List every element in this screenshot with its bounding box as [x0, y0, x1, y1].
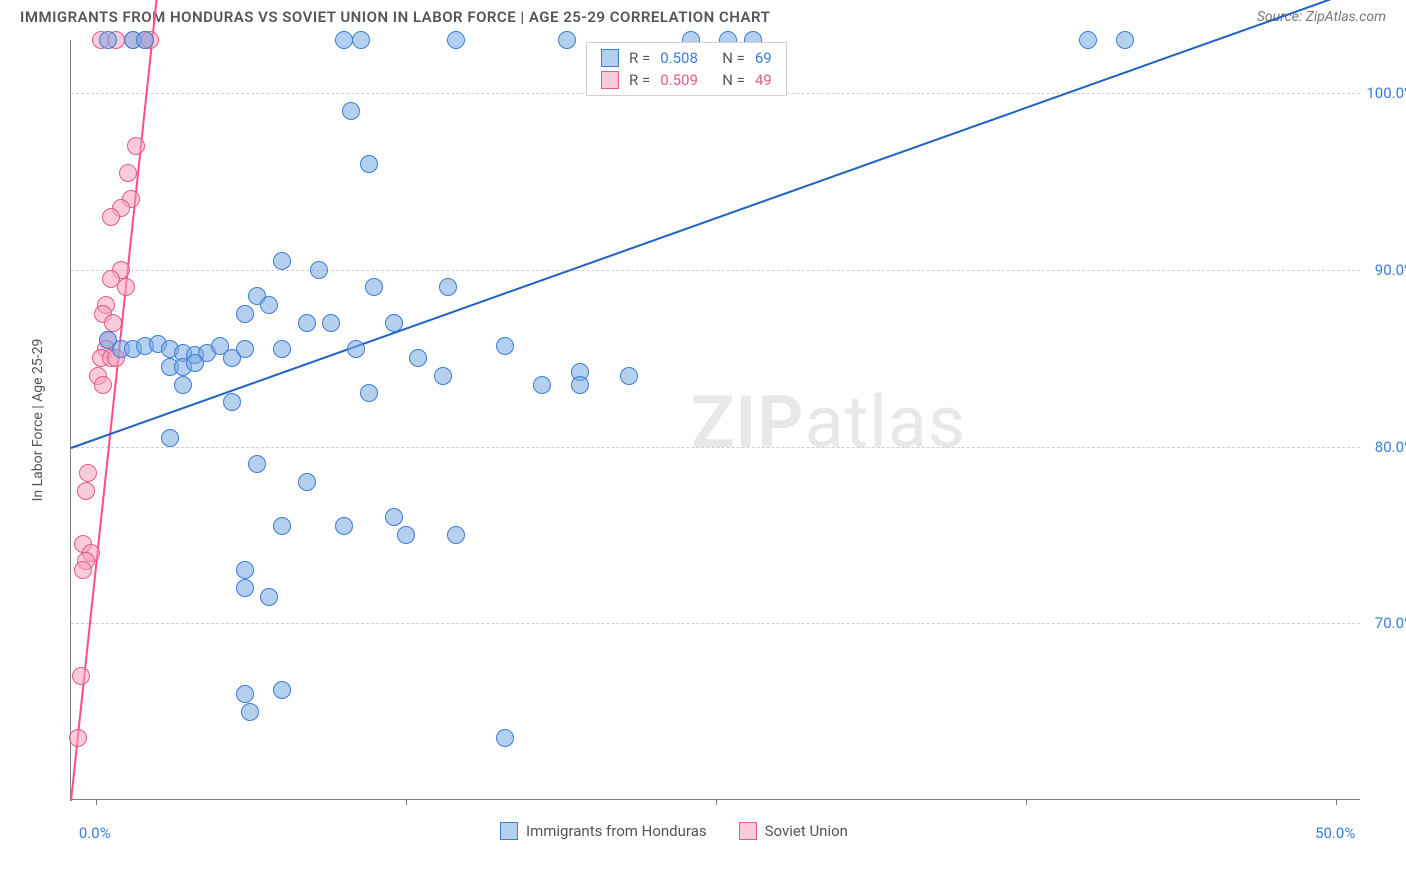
y-tick-label: 90.0% [1375, 261, 1406, 279]
y-tick-label: 80.0% [1375, 438, 1406, 456]
honduras-point [434, 367, 452, 385]
honduras-point [360, 384, 378, 402]
honduras-point [260, 296, 278, 314]
soviet-point [119, 164, 137, 182]
honduras-point [248, 455, 266, 473]
legend-label: Immigrants from Honduras [526, 822, 707, 840]
soviet-point [69, 729, 87, 747]
soviet-point [77, 482, 95, 500]
r-label: R = [629, 71, 650, 89]
honduras-point [273, 340, 291, 358]
n-value: 49 [755, 71, 772, 89]
honduras-point [439, 278, 457, 296]
honduras-point [496, 729, 514, 747]
honduras-point [136, 31, 154, 49]
honduras-point [161, 429, 179, 447]
honduras-point [385, 314, 403, 332]
x-tick-label: 50.0% [1315, 824, 1355, 842]
legend-swatch [739, 822, 757, 840]
correlation-legend: R = 0.508 N = 69 R = 0.509 N = 49 [586, 42, 787, 96]
correlation-legend-row: R = 0.508 N = 69 [601, 49, 772, 67]
watermark-atlas: atlas [804, 380, 966, 465]
honduras-point [1079, 31, 1097, 49]
honduras-point [360, 155, 378, 173]
gridline [71, 447, 1360, 448]
soviet-point [102, 208, 120, 226]
honduras-point [533, 376, 551, 394]
honduras-point [352, 31, 370, 49]
x-tick [716, 799, 717, 805]
honduras-point [241, 703, 259, 721]
honduras-point [397, 526, 415, 544]
soviet-point [117, 278, 135, 296]
honduras-point [347, 340, 365, 358]
honduras-point [99, 31, 117, 49]
soviet-point [72, 667, 90, 685]
honduras-point [385, 508, 403, 526]
watermark-zip: ZIP [691, 380, 804, 465]
y-tick-label: 70.0% [1375, 614, 1406, 632]
r-value: 0.509 [660, 71, 712, 89]
x-tick [406, 799, 407, 805]
r-value: 0.508 [660, 49, 712, 67]
honduras-point [496, 337, 514, 355]
soviet-point [104, 314, 122, 332]
y-axis-label: In Labor Force | Age 25-29 [30, 339, 46, 502]
n-label: N = [722, 49, 745, 67]
honduras-point [236, 340, 254, 358]
honduras-point [273, 252, 291, 270]
honduras-point [223, 393, 241, 411]
x-tick [96, 799, 97, 805]
soviet-point [94, 376, 112, 394]
x-tick [1336, 799, 1337, 805]
honduras-point [298, 473, 316, 491]
honduras-point [273, 681, 291, 699]
chart-header: IMMIGRANTS FROM HONDURAS VS SOVIET UNION… [0, 0, 1406, 30]
honduras-point [236, 305, 254, 323]
gridline [71, 623, 1360, 624]
honduras-point [260, 588, 278, 606]
chart-plot-area: ZIPatlas 100.0%90.0%80.0%70.0% [70, 40, 1360, 800]
n-label: N = [722, 71, 745, 89]
legend-swatch [601, 71, 619, 89]
honduras-point [365, 278, 383, 296]
honduras-point [236, 561, 254, 579]
honduras-point [298, 314, 316, 332]
honduras-point [571, 376, 589, 394]
soviet-point [79, 464, 97, 482]
correlation-legend-row: R = 0.509 N = 49 [601, 71, 772, 89]
honduras-point [620, 367, 638, 385]
n-value: 69 [755, 49, 772, 67]
watermark: ZIPatlas [691, 380, 966, 465]
chart-title: IMMIGRANTS FROM HONDURAS VS SOVIET UNION… [20, 8, 770, 26]
honduras-point [236, 579, 254, 597]
honduras-point [447, 31, 465, 49]
honduras-point [322, 314, 340, 332]
legend-swatch [500, 822, 518, 840]
honduras-point [236, 685, 254, 703]
honduras-point [174, 376, 192, 394]
honduras-point [1116, 31, 1134, 49]
honduras-point [447, 526, 465, 544]
x-tick [1026, 799, 1027, 805]
soviet-point [74, 561, 92, 579]
gridline [71, 270, 1360, 271]
honduras-point [558, 31, 576, 49]
r-label: R = [629, 49, 650, 67]
x-tick-label: 0.0% [79, 824, 111, 842]
honduras-point [310, 261, 328, 279]
honduras-point [335, 31, 353, 49]
honduras-point [186, 354, 204, 372]
legend-label: Soviet Union [765, 822, 848, 840]
honduras-point [342, 102, 360, 120]
source-name: ZipAtlas.com [1306, 9, 1386, 25]
honduras-point [335, 517, 353, 535]
soviet-point [127, 137, 145, 155]
honduras-point [273, 517, 291, 535]
y-tick-label: 100.0% [1366, 84, 1406, 102]
honduras-point [409, 349, 427, 367]
series-legend: Immigrants from Honduras Soviet Union [500, 822, 872, 840]
legend-swatch [601, 49, 619, 67]
